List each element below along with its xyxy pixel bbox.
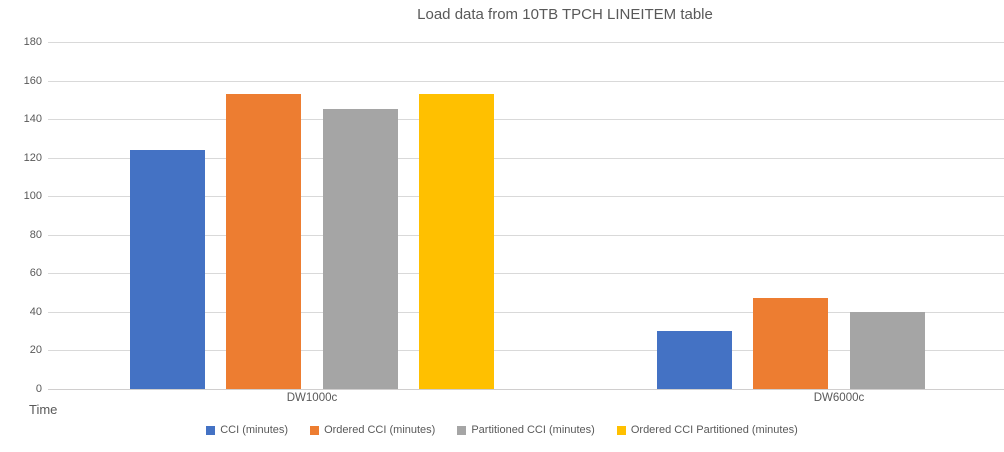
y-axis-tick-label: 40 [29, 306, 42, 318]
chart-title: Load data from 10TB TPCH LINEITEM table [417, 6, 713, 23]
x-axis-line [48, 389, 1004, 390]
gridline [48, 312, 1004, 313]
gridline [48, 273, 1004, 274]
y-axis-tick-label: 60 [29, 267, 42, 279]
legend-label: Partitioned CCI (minutes) [471, 424, 595, 436]
y-axis-tick-label: 140 [23, 113, 42, 125]
bar-partitioned-cci-minutes-dw6000c [850, 312, 925, 389]
y-axis-tick-label: 0 [35, 383, 42, 395]
gridline [48, 196, 1004, 197]
bar-cci-minutes-dw1000c [130, 150, 205, 389]
bar-ordered-cci-minutes-dw6000c [753, 298, 828, 389]
gridline [48, 42, 1004, 43]
gridline [48, 350, 1004, 351]
bar-ordered-cci-minutes-dw1000c [226, 94, 301, 389]
legend-swatch-icon [310, 425, 320, 435]
legend: CCI (minutes) Ordered CCI (minutes) Partit… [0, 424, 1004, 436]
legend-item-cci-minutes: CCI (minutes) [206, 424, 288, 436]
gridline [48, 81, 1004, 82]
x-axis-category-label: DW1000c [286, 392, 338, 404]
x-axis-category-label: DW6000c [813, 392, 865, 404]
legend-label: Ordered CCI (minutes) [324, 424, 436, 436]
gridline [48, 158, 1004, 159]
legend-swatch-icon [206, 425, 216, 435]
legend-label: Ordered CCI Partitioned (minutes) [630, 424, 798, 436]
gridline [48, 119, 1004, 120]
y-axis-tick-label: 180 [23, 36, 42, 48]
y-axis-title: Time [29, 402, 58, 417]
legend-label: CCI (minutes) [220, 424, 289, 436]
bar-partitioned-cci-minutes-dw1000c [323, 109, 398, 389]
y-axis-tick-label: 80 [29, 229, 42, 241]
y-axis-tick-label: 20 [29, 344, 42, 356]
y-axis-tick-label: 120 [23, 152, 42, 164]
bar-ordered-cci-partitioned-minutes-dw1000c [419, 94, 494, 389]
legend-item-partitioned-cci-minutes: Partitioned CCI (minutes) [457, 424, 595, 436]
legend-swatch-icon [616, 425, 626, 435]
bar-cci-minutes-dw6000c [657, 331, 732, 389]
y-axis-tick-label: 160 [23, 75, 42, 87]
legend-item-ordered-cci-partitioned-minutes: Ordered CCI Partitioned (minutes) [616, 424, 798, 436]
gridline [48, 235, 1004, 236]
y-axis-tick-label: 100 [23, 190, 42, 202]
legend-item-ordered-cci-minutes: Ordered CCI (minutes) [310, 424, 435, 436]
legend-swatch-icon [457, 425, 467, 435]
